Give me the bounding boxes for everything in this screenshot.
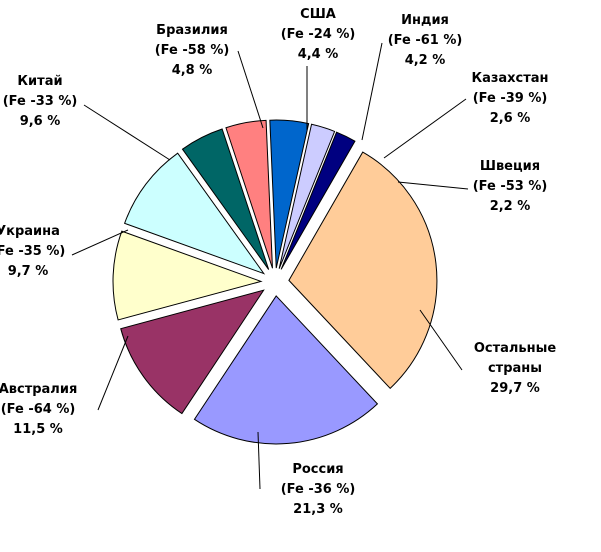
slice-label-ukraine: Украина(Fe -35 %)9,7 % xyxy=(0,224,65,279)
slice-label-usa: США (Fe -24 %) 4,4 % xyxy=(281,7,356,62)
slice-label-kazakhstan: Казахстан (Fe -39 %) 2,6 % xyxy=(471,71,548,126)
slice-labels: Швеция (Fe -53 %) 2,2 % Остальные страны 29,7… xyxy=(0,7,556,517)
leader-line-china xyxy=(83,104,171,161)
leader-line-other xyxy=(419,309,463,371)
pie-slice-india xyxy=(269,119,310,269)
pie-slice-kazakhstan xyxy=(278,123,336,269)
slice-label-india: Индия (Fe -61 %) 4,2 % xyxy=(388,13,463,68)
pie-slice-china xyxy=(123,152,266,275)
pie-slices xyxy=(112,119,438,445)
pie-slice-australia xyxy=(120,289,265,415)
pie-slice-other xyxy=(288,151,438,390)
leader-line-india xyxy=(361,42,383,141)
leader-line-kazakhstan xyxy=(383,98,467,159)
leader-line-sweden xyxy=(397,181,469,190)
slice-label-brazil: Бразилия (Fe -58 %) 4,8 % xyxy=(155,23,230,78)
leader-line-ukraine xyxy=(71,229,129,256)
leader-line-australia xyxy=(97,335,129,411)
slice-label-china: Китай (Fe -33 %) 9,6 % xyxy=(3,74,78,129)
pie-slice-russia xyxy=(193,295,379,445)
slice-label-australia: Австралия (Fe -64 %) 11,5 % xyxy=(0,382,77,437)
pie-slice-brazil xyxy=(181,128,270,270)
leader-line-russia xyxy=(257,431,261,490)
pie-slice-sweden xyxy=(280,131,356,270)
slice-label-russia: Россия (Fe -36 %) 21,3 % xyxy=(281,462,356,517)
slice-label-sweden: Швеция (Fe -53 %) 2,2 % xyxy=(473,159,548,214)
leader-lines xyxy=(71,42,469,490)
leader-line-brazil xyxy=(237,50,264,129)
slice-label-other: Остальные страны 29,7 % xyxy=(474,341,557,396)
pie-slice-usa xyxy=(225,119,273,269)
